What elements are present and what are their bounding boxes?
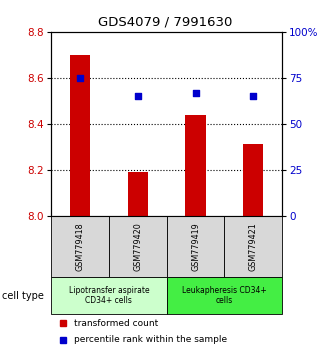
- Bar: [70, 55, 90, 216]
- Bar: [128, 172, 148, 216]
- Point: [251, 93, 256, 99]
- Text: cell type: cell type: [2, 291, 44, 301]
- Bar: [185, 115, 206, 216]
- Text: Lipotransfer aspirate
CD34+ cells: Lipotransfer aspirate CD34+ cells: [69, 286, 149, 305]
- Text: GSM779419: GSM779419: [191, 222, 200, 271]
- Bar: [51, 216, 109, 277]
- Text: Leukapheresis CD34+
cells: Leukapheresis CD34+ cells: [182, 286, 267, 305]
- Bar: [224, 216, 282, 277]
- Text: GSM779420: GSM779420: [133, 222, 142, 271]
- Bar: [167, 277, 282, 314]
- Text: GSM779418: GSM779418: [76, 222, 84, 270]
- Text: GDS4079 / 7991630: GDS4079 / 7991630: [98, 16, 232, 29]
- Point: [135, 93, 140, 99]
- Bar: [109, 216, 167, 277]
- Text: transformed count: transformed count: [74, 319, 158, 328]
- Bar: [243, 144, 263, 216]
- Point: [77, 75, 82, 81]
- Point: [193, 90, 198, 95]
- Text: percentile rank within the sample: percentile rank within the sample: [74, 335, 227, 344]
- Text: GSM779421: GSM779421: [249, 222, 258, 271]
- Bar: [167, 216, 224, 277]
- Bar: [51, 277, 167, 314]
